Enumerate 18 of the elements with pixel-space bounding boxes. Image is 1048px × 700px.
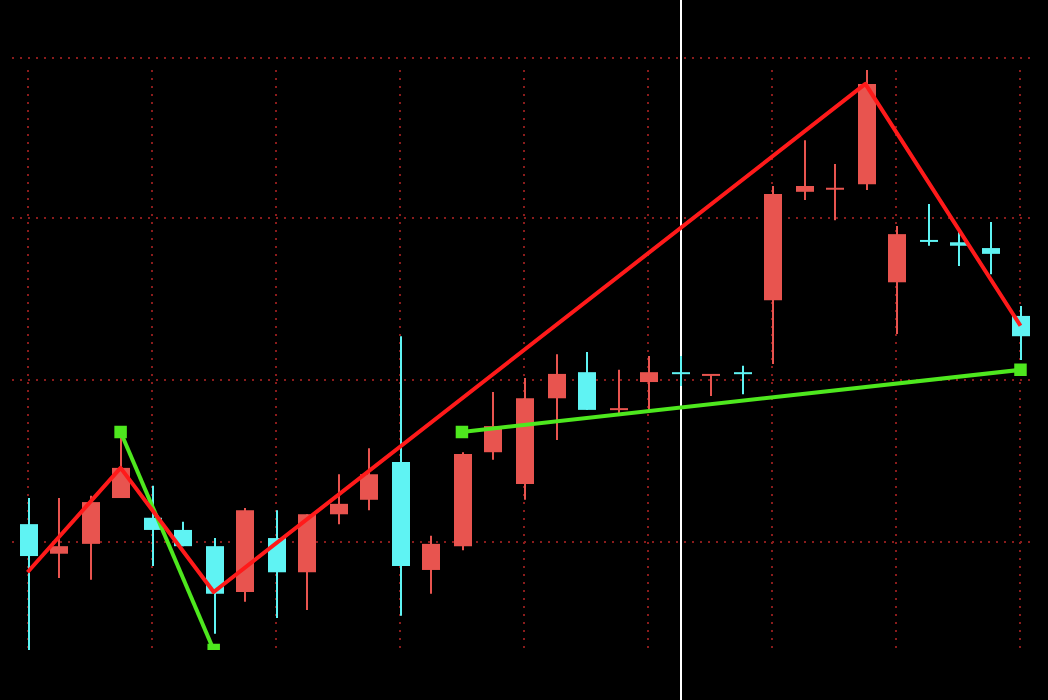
candlestick: [50, 497, 68, 580]
candlestick: [360, 447, 378, 512]
candlestick: [422, 534, 440, 595]
candlestick: [548, 353, 566, 442]
candlestick: [330, 473, 348, 526]
candlestick: [826, 162, 844, 222]
candlestick: [578, 350, 596, 411]
candlestick: [920, 202, 938, 247]
candlestick: [20, 497, 38, 651]
candlestick: [796, 139, 814, 201]
candlestick: [672, 354, 690, 388]
candlestick: [702, 372, 720, 397]
candlestick: [82, 494, 100, 581]
candlestick: [950, 229, 968, 268]
candlestick: [982, 220, 1000, 276]
candlestick: [640, 354, 658, 411]
candlestick: [734, 364, 752, 396]
candlestick: [610, 368, 628, 415]
